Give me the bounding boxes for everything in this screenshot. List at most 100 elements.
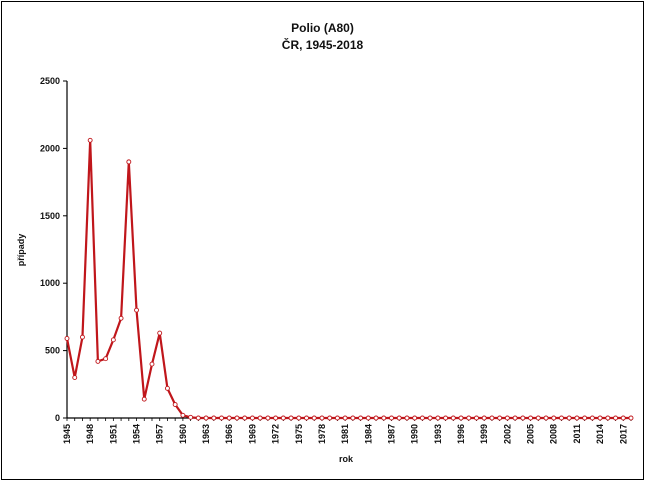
data-point <box>327 415 333 421</box>
x-tick-label: 2011 <box>572 424 582 444</box>
data-point <box>157 330 163 336</box>
series-line <box>65 139 631 420</box>
data-point <box>574 415 580 421</box>
data-point <box>188 414 194 420</box>
x-tick-label: 2017 <box>618 424 628 444</box>
x-tick-label: 1987 <box>386 424 396 444</box>
data-point <box>319 415 325 421</box>
data-point <box>288 415 294 421</box>
x-tick-label: 2002 <box>502 424 512 444</box>
data-point <box>242 415 248 421</box>
series-group <box>64 137 634 421</box>
data-point <box>489 415 495 421</box>
data-point <box>265 415 271 421</box>
x-tick-label: 1972 <box>271 424 281 444</box>
data-point <box>219 415 224 421</box>
x-tick-label: 2014 <box>595 424 605 444</box>
y-tick-label: 2500 <box>40 76 60 86</box>
data-point <box>628 415 634 421</box>
data-point <box>373 415 379 421</box>
x-tick-label: 1996 <box>456 424 466 444</box>
x-tick-label: 1954 <box>132 424 142 444</box>
data-point <box>211 415 217 421</box>
data-point <box>110 337 116 343</box>
data-point <box>520 415 526 421</box>
data-point <box>582 415 588 421</box>
data-point <box>389 415 394 421</box>
x-tick-label: 1948 <box>85 424 95 444</box>
data-point <box>396 415 402 421</box>
chart-title: Polio (A80) <box>291 21 354 35</box>
x-tick-label: 1999 <box>479 424 489 444</box>
x-axis-label: rok <box>339 454 354 464</box>
data-point <box>551 415 557 421</box>
data-point <box>64 336 70 341</box>
data-point <box>559 415 564 421</box>
data-point <box>597 415 603 421</box>
data-point <box>273 415 279 421</box>
data-point <box>118 315 124 321</box>
y-tick-label: 1500 <box>40 211 60 221</box>
data-point <box>605 415 611 421</box>
data-point <box>87 137 93 143</box>
data-point <box>195 415 201 421</box>
data-point <box>381 415 387 421</box>
data-point <box>450 415 456 421</box>
y-axis-label: případy <box>16 234 26 267</box>
data-point <box>512 415 518 421</box>
data-point <box>412 415 418 421</box>
x-tick-label: 1984 <box>363 424 373 444</box>
data-point <box>528 415 534 421</box>
data-point <box>458 415 464 421</box>
x-axis-ticks: 1945 1948 1951 1954 1957 1960 1963 1966 1969 1972… <box>62 418 632 444</box>
y-axis-ticks: 0 500 1000 1500 2000 2500 <box>40 76 67 423</box>
data-point <box>257 415 263 421</box>
x-tick-label: 1960 <box>178 424 188 444</box>
x-tick-label: 2005 <box>526 424 536 444</box>
data-point <box>72 375 78 381</box>
data-point <box>126 159 132 165</box>
data-point <box>620 415 626 421</box>
data-point <box>172 402 178 407</box>
data-point <box>443 415 449 421</box>
data-point <box>543 415 549 421</box>
data-point <box>504 415 510 421</box>
x-tick-label: 1945 <box>62 424 72 444</box>
data-point <box>280 415 286 421</box>
data-point <box>365 415 371 421</box>
data-point <box>134 307 139 313</box>
x-tick-label: 1963 <box>201 424 211 444</box>
x-tick-label: 1990 <box>410 424 420 444</box>
data-point <box>296 415 302 421</box>
data-point <box>164 385 170 391</box>
data-point <box>404 415 410 421</box>
data-point <box>535 415 541 421</box>
x-tick-label: 1975 <box>294 424 304 444</box>
y-tick-label: 2000 <box>40 143 60 153</box>
x-tick-label: 1969 <box>247 424 257 444</box>
data-point <box>589 415 595 421</box>
data-point <box>203 415 209 421</box>
data-point <box>80 334 85 340</box>
x-tick-label: 1993 <box>433 424 443 444</box>
y-tick-label: 1000 <box>40 278 60 288</box>
data-point <box>435 415 441 421</box>
data-point <box>226 415 232 421</box>
y-tick-label: 500 <box>45 346 60 356</box>
x-tick-label: 1966 <box>224 424 234 444</box>
data-point <box>613 415 618 421</box>
data-point <box>481 415 487 421</box>
x-tick-label: 1978 <box>317 424 327 444</box>
data-point <box>249 415 255 421</box>
data-point <box>350 415 356 421</box>
y-tick-label: 0 <box>55 413 60 423</box>
data-point <box>304 415 309 421</box>
data-point <box>180 412 186 418</box>
data-point <box>427 415 433 421</box>
chart-subtitle: ČR, 1945-2018 <box>281 38 364 52</box>
data-point <box>466 415 472 421</box>
data-point <box>358 415 364 421</box>
data-point <box>419 415 425 421</box>
